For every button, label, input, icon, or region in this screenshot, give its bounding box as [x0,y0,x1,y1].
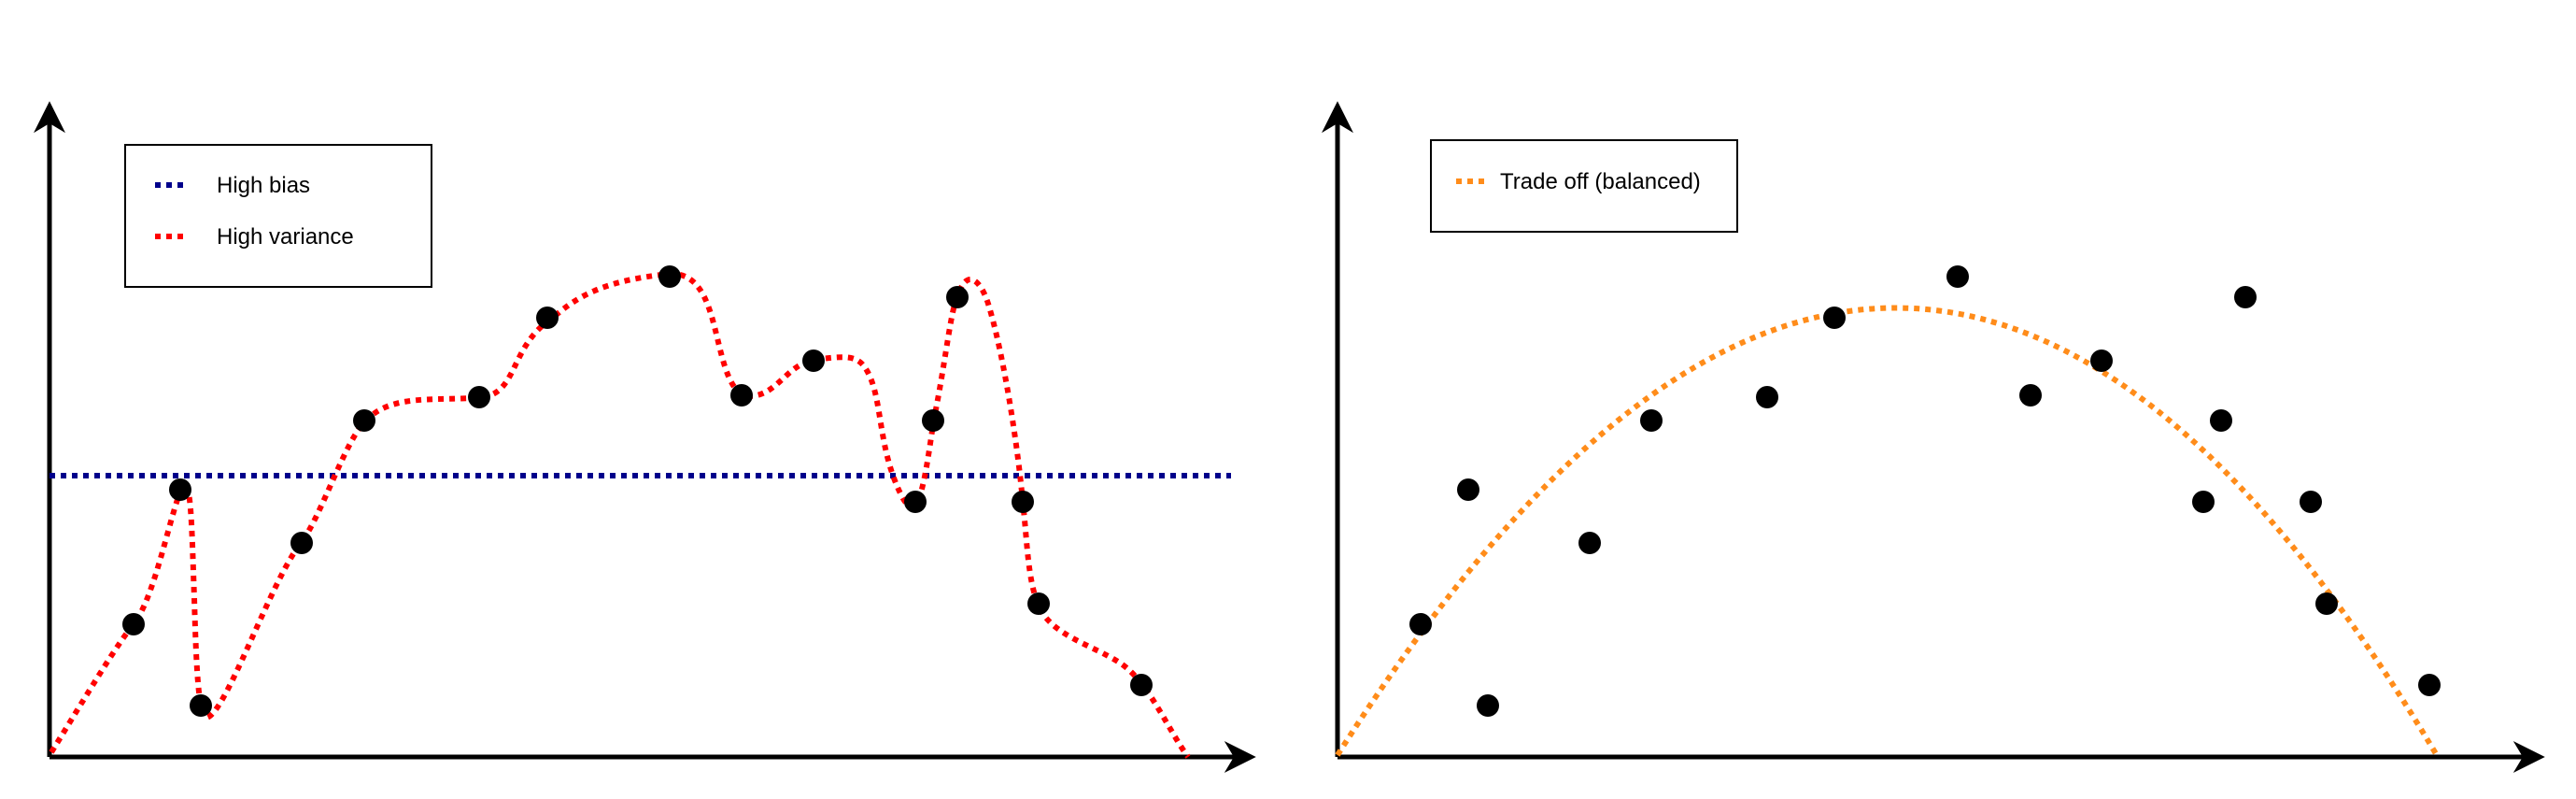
right-data-point [1578,532,1601,554]
left-data-point [1027,592,1050,615]
right-data-point [1946,265,1969,288]
right-data-point [2300,491,2322,513]
right-data-point [2210,409,2232,432]
left-data-point [536,307,559,329]
left-data-point [802,350,825,372]
left-legend-box [124,144,432,288]
left-data-point [353,409,375,432]
left-data-point [1012,491,1034,513]
right-legend: Trade off (balanced) [1430,139,1738,233]
left-data-point [658,265,681,288]
right-data-point [2315,592,2338,615]
left-data-point [922,409,944,432]
left-legend: High bias High variance [124,144,432,288]
high-bias-legend-label: High bias [217,173,310,198]
right-data-point [2418,674,2441,696]
right-data-point [1457,478,1479,501]
right-data-point [2090,350,2113,372]
right-data-point [2192,491,2215,513]
left-data-point [122,613,145,635]
right-data-point [1640,409,1663,432]
right-data-point [2234,286,2257,308]
left-data-point [730,384,753,407]
left-data-point [468,386,490,408]
left-data-point [904,491,927,513]
left-data-point [290,532,313,554]
right-panel: Trade off (balanced) [1322,101,2545,773]
left-data-point [169,478,191,501]
right-data-point [1409,613,1432,635]
left-data-point [190,694,212,717]
right-legend-box [1430,139,1738,233]
high-variance-legend-label: High variance [217,224,354,250]
left-data-point [946,286,969,308]
high-variance-curve [49,270,1191,759]
left-data-point [1130,674,1153,696]
right-data-point [1823,307,1846,329]
left-panel: High bias High variance [34,101,1256,773]
trade-off-legend-label: Trade off (balanced) [1500,169,1701,194]
right-data-point [1756,386,1778,408]
right-data-point [1477,694,1499,717]
right-data-point [2019,384,2042,407]
trade-off-curve [1335,305,2441,759]
